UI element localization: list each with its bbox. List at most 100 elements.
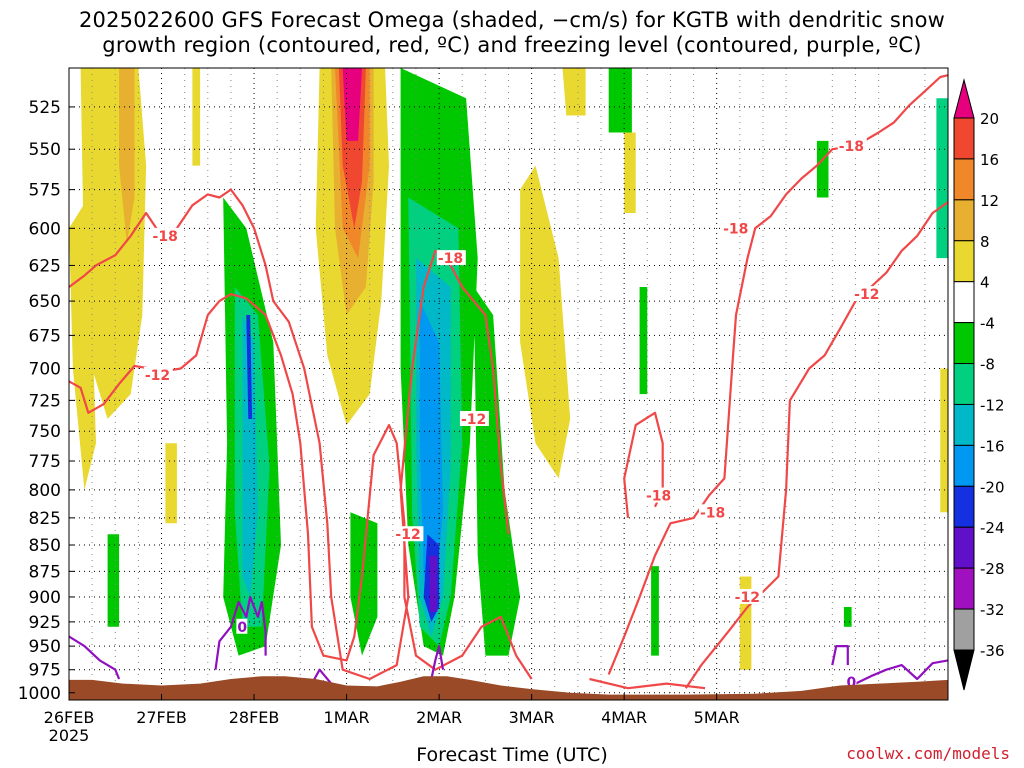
shade-upward-feb26-core [119, 68, 135, 244]
y-tick-label: 950 [29, 637, 61, 657]
x-tick-label: 2MAR [416, 708, 462, 727]
colorbar-box [953, 199, 975, 242]
y-tick-label: 650 [29, 292, 61, 312]
contour-label: -18 [438, 251, 463, 267]
y-tick-label: 700 [29, 359, 61, 379]
x-axis-label: Forecast Time (UTC) [416, 744, 608, 766]
contour-label: 0 [237, 620, 247, 636]
colorbar-label: 8 [980, 233, 990, 251]
colorbar-label: -24 [980, 519, 1005, 537]
colorbar-box [953, 240, 975, 283]
contour-zero-left [69, 635, 121, 680]
credit-link[interactable]: coolwx.com/models [846, 744, 1010, 763]
y-tick-label: 675 [29, 326, 61, 346]
contour-zero-mar4 [831, 645, 849, 666]
shade-downward-green-mar1b [473, 287, 521, 656]
shade-downward-green-feb26 [107, 534, 120, 627]
x-tick-label: 5MAR [694, 708, 740, 727]
contour-label-bg [236, 618, 248, 634]
x-tick-sublabel: 2025 [49, 726, 90, 745]
y-tick-label: 800 [29, 481, 61, 501]
shade-upward-weak-mar2 [520, 165, 571, 479]
y-tick-label: 550 [29, 140, 61, 160]
contour-label: -18 [153, 229, 178, 245]
colorbar-box [953, 526, 975, 569]
contour-zero-feb27 [214, 595, 267, 670]
shade-downward-teal-mar5 [936, 98, 948, 259]
y-tick-label: 575 [29, 181, 61, 201]
y-tick-label: 875 [29, 562, 61, 582]
contour-label: 0 [846, 675, 856, 691]
shade-downward-green-mar3 [651, 566, 659, 656]
y-tick-label: 525 [29, 98, 61, 118]
contour-label-bg [436, 250, 466, 266]
shade-upward-weak-feb27 [165, 443, 177, 524]
shade-downward-green-mar2 [608, 68, 632, 133]
colorbar-label: 16 [980, 151, 999, 169]
contour-label: -18 [839, 139, 864, 155]
contour-label: -12 [395, 527, 420, 543]
y-tick-label: 850 [29, 536, 61, 556]
colorbar-box [953, 608, 975, 651]
contour-neg18-right [607, 74, 948, 675]
chart-title-line2: growth region (contoured, red, ºC) and f… [102, 33, 922, 57]
contour-label-bg [845, 673, 857, 689]
shade-downward-cyan-feb27 [242, 315, 258, 597]
contour-neg12-bottom [589, 677, 706, 690]
colorbar-label: -12 [980, 396, 1005, 414]
y-tick-label: 750 [29, 422, 61, 442]
contour-zero-mar1 [430, 645, 445, 680]
contour-label-bg [853, 286, 883, 302]
colorbar-label: -4 [980, 315, 995, 333]
colorbar-bottom-triangle [953, 649, 975, 691]
contour-label: -18 [700, 505, 725, 521]
chart-title-line1: 2025022600 GFS Forecast Omega (shaded, −… [78, 8, 946, 32]
colorbar-label: -8 [980, 356, 995, 374]
contour-label: -18 [646, 489, 671, 505]
colorbar-box [953, 117, 975, 160]
colorbar-box [953, 281, 975, 324]
colorbar-box [953, 567, 975, 610]
contour-label-bg [722, 220, 752, 236]
shade-upward-weak-mar2c [624, 132, 636, 213]
shade-downward-blue-mar1 [419, 301, 443, 597]
y-tick-label: 775 [29, 452, 61, 472]
y-tick-label: 900 [29, 588, 61, 608]
contour-label-bg [733, 588, 763, 604]
contour-label: -12 [461, 412, 486, 428]
contour-label-bg [151, 227, 181, 243]
shade-downward-green-mar4 [816, 140, 829, 198]
terrain-surface [69, 676, 948, 700]
y-tick-label: 725 [29, 391, 61, 411]
y-tick-label: 1000 [18, 684, 61, 704]
colorbar-label: -20 [980, 478, 1005, 496]
shade-upward-weak-mar5 [940, 368, 948, 513]
colorbar-label: 20 [980, 110, 999, 128]
colorbar-box [953, 322, 975, 365]
contour-label-bg [394, 526, 424, 542]
shade-downward-green-mar2b [639, 287, 648, 395]
shade-upward-weak-mar2b [562, 68, 586, 116]
shade-upward-magenta-feb28 [342, 68, 362, 141]
colorbar-box [953, 158, 975, 201]
contour-zero-mar5 [855, 659, 948, 685]
y-tick-label: 825 [29, 509, 61, 529]
x-tick-label: 1MAR [324, 708, 370, 727]
colorbar-box [953, 363, 975, 405]
x-tick-label: 3MAR [509, 708, 555, 727]
y-tick-label: 625 [29, 256, 61, 276]
colorbar-label: -28 [980, 560, 1005, 578]
plot-frame [68, 67, 949, 701]
y-tick-label: 600 [29, 219, 61, 239]
contour-label: -12 [735, 590, 760, 606]
y-tick-label: 925 [29, 613, 61, 633]
colorbar-label: -16 [980, 437, 1005, 455]
colorbar-box [953, 485, 975, 528]
contour-label: -18 [723, 221, 748, 237]
x-tick-label: 4MAR [601, 708, 647, 727]
contour-label-bg [645, 487, 674, 503]
y-tick-label: 975 [29, 661, 61, 681]
colorbar-label: -32 [980, 601, 1005, 619]
